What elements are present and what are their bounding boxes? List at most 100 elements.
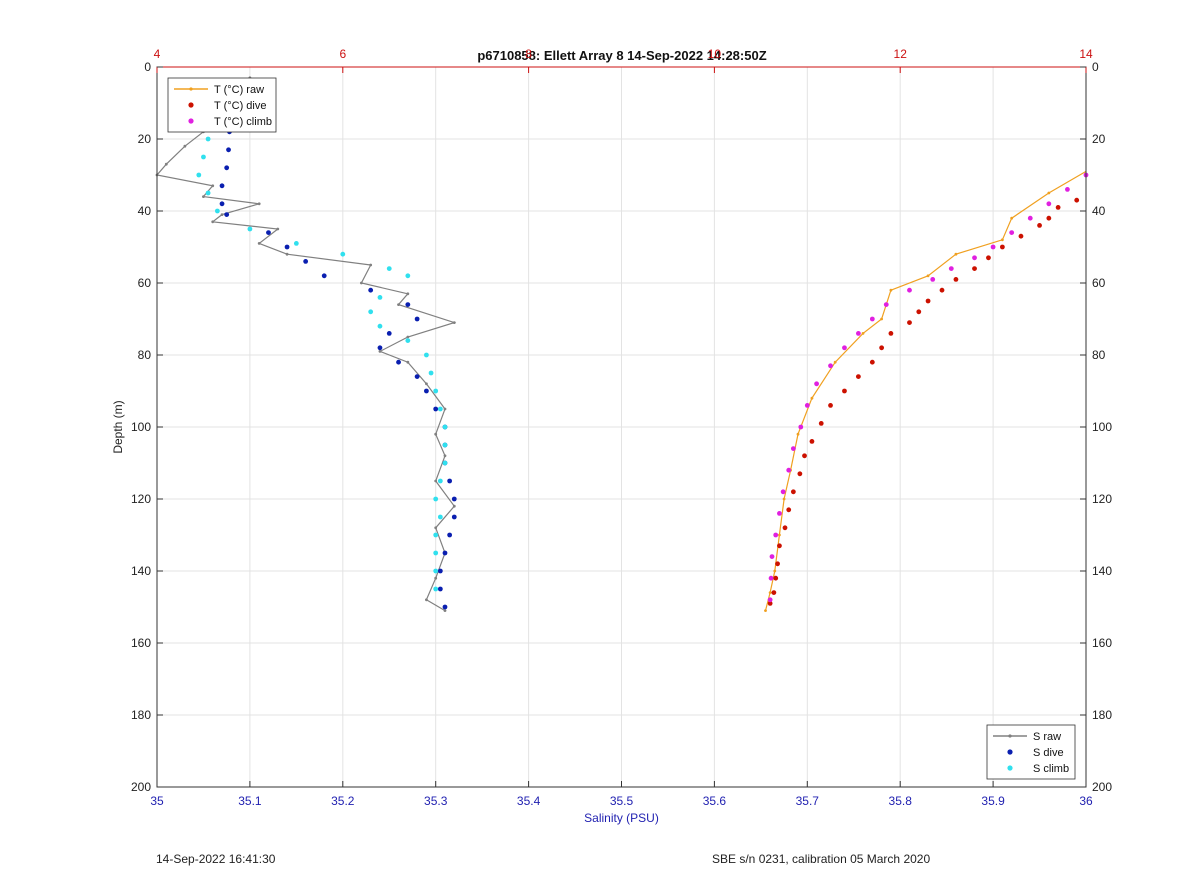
data-point <box>434 432 438 436</box>
legend-entry: T (°C) dive <box>214 100 266 112</box>
data-point <box>434 526 438 530</box>
footer-calibration-note: SBE s/n 0231, calibration 05 March 2020 <box>712 852 931 866</box>
series-t-c-climb <box>767 172 1089 603</box>
y-tick-label: 140 <box>131 564 151 578</box>
data-point <box>369 263 373 267</box>
data-point <box>1046 201 1052 207</box>
data-point <box>828 403 833 408</box>
data-point <box>224 212 230 218</box>
data-point <box>855 331 861 336</box>
data-point <box>405 273 411 279</box>
data-point <box>833 360 837 364</box>
data-point <box>768 575 774 581</box>
data-point <box>359 281 363 285</box>
y-tick-label-right: 120 <box>1092 492 1112 506</box>
data-point <box>442 424 448 430</box>
data-point <box>434 576 438 580</box>
data-point <box>406 360 410 364</box>
profile-figure: p6710858: Ellett Array 8 14-Sep-2022 14:… <box>111 47 1112 825</box>
data-point <box>437 586 443 592</box>
y-tick-label-right: 160 <box>1092 636 1112 650</box>
x-tick-label: 35.2 <box>331 794 355 808</box>
data-point <box>377 295 383 300</box>
data-point <box>869 316 875 322</box>
series-line <box>155 77 457 612</box>
data-point <box>1010 216 1014 220</box>
data-point <box>378 350 382 353</box>
data-point <box>861 332 865 335</box>
data-point <box>386 266 392 271</box>
y-tick-label: 200 <box>131 780 151 794</box>
y-tick-label-right: 80 <box>1092 348 1106 362</box>
y-tick-label: 20 <box>138 132 152 146</box>
data-point <box>907 287 912 293</box>
data-point <box>1065 187 1070 192</box>
data-point <box>205 136 211 142</box>
data-point <box>972 255 977 261</box>
data-point <box>257 242 261 245</box>
data-point <box>1018 233 1024 239</box>
x-tick-label: 35.4 <box>517 794 541 808</box>
data-point <box>767 597 773 603</box>
data-point <box>405 338 411 343</box>
top-tick-label: 8 <box>525 47 532 61</box>
data-point <box>433 586 439 592</box>
data-point <box>764 609 767 612</box>
data-point <box>214 208 220 214</box>
x-tick-label: 35 <box>150 794 164 808</box>
data-point <box>972 266 977 271</box>
data-point <box>907 320 912 325</box>
data-point <box>773 575 779 581</box>
data-point <box>247 226 253 232</box>
data-point <box>773 569 777 573</box>
data-point <box>768 591 772 594</box>
data-point <box>257 202 261 206</box>
legend-entry: T (°C) raw <box>214 84 264 96</box>
data-point <box>434 479 438 483</box>
legend-entry: S raw <box>1033 731 1061 743</box>
data-point <box>777 543 782 549</box>
top-tick-label: 6 <box>339 47 346 61</box>
data-point <box>433 496 439 502</box>
data-point <box>452 504 456 508</box>
data-point <box>1074 197 1080 203</box>
data-point <box>1055 205 1061 210</box>
series-t-c-raw <box>764 170 1087 612</box>
data-point <box>771 590 777 595</box>
data-point <box>396 359 401 365</box>
axes-layer: 35 35.1 35.2 35.3 35.4 35.5 35.6 35.7 35.8 35.9 36… <box>111 47 1112 825</box>
y-tick-label-right: 0 <box>1092 60 1099 74</box>
data-point <box>926 274 930 278</box>
data-point <box>443 407 447 411</box>
data-point <box>775 561 780 567</box>
data-point <box>782 497 786 501</box>
data-point <box>447 532 453 538</box>
legend-marker <box>1007 749 1013 755</box>
data-point <box>880 317 884 321</box>
data-point <box>1047 191 1051 195</box>
data-point <box>986 255 991 261</box>
legend-marker <box>1008 734 1012 738</box>
data-point <box>405 302 411 307</box>
y-tick-label: 160 <box>131 636 151 650</box>
data-point <box>786 467 792 473</box>
data-point <box>205 190 211 196</box>
data-point <box>869 359 875 365</box>
data-point <box>790 446 796 451</box>
data-point <box>443 609 447 612</box>
data-point <box>810 396 814 400</box>
data-point <box>953 277 959 282</box>
data-point <box>266 230 271 236</box>
data-point <box>990 244 996 250</box>
data-point <box>406 335 410 339</box>
x-tick-label: 35.8 <box>889 794 913 808</box>
data-point <box>889 288 893 292</box>
data-point <box>428 370 434 376</box>
data-point <box>773 532 779 538</box>
data-point <box>767 601 773 606</box>
data-point <box>939 287 945 293</box>
data-point <box>1027 215 1033 221</box>
data-point <box>1046 215 1052 221</box>
x-tick-label: 35.5 <box>610 794 634 808</box>
